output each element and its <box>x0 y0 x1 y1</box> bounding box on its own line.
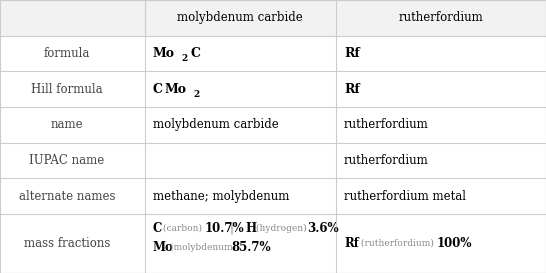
Text: C: C <box>153 83 163 96</box>
Text: 10.7%: 10.7% <box>204 222 244 235</box>
Text: formula: formula <box>44 47 90 60</box>
Text: H: H <box>246 222 257 235</box>
Text: molybdenum carbide: molybdenum carbide <box>177 11 303 24</box>
Text: methane; molybdenum: methane; molybdenum <box>153 190 289 203</box>
Text: 85.7%: 85.7% <box>231 241 271 254</box>
Text: Hill formula: Hill formula <box>31 83 103 96</box>
Text: (hydrogen): (hydrogen) <box>253 224 309 233</box>
Text: (rutherfordium): (rutherfordium) <box>358 239 437 248</box>
Text: 100%: 100% <box>437 237 472 250</box>
Text: (molybdenum): (molybdenum) <box>167 243 239 252</box>
Text: rutherfordium: rutherfordium <box>399 11 483 24</box>
Text: mass fractions: mass fractions <box>23 237 110 250</box>
Text: name: name <box>51 118 83 131</box>
Text: molybdenum carbide: molybdenum carbide <box>153 118 278 131</box>
Text: rutherfordium: rutherfordium <box>344 154 429 167</box>
Text: rutherfordium: rutherfordium <box>344 118 429 131</box>
Text: C: C <box>190 47 200 60</box>
Text: Mo: Mo <box>153 47 175 60</box>
Text: C: C <box>153 222 162 235</box>
Text: 2: 2 <box>181 54 187 63</box>
Text: Rf: Rf <box>344 47 360 60</box>
Text: IUPAC name: IUPAC name <box>29 154 104 167</box>
Text: Mo: Mo <box>165 83 187 96</box>
Text: Rf: Rf <box>344 83 360 96</box>
Text: 3.6%: 3.6% <box>307 222 339 235</box>
Text: Rf: Rf <box>344 237 359 250</box>
Text: Mo: Mo <box>153 241 174 254</box>
Text: alternate names: alternate names <box>19 190 115 203</box>
Text: |: | <box>229 222 233 235</box>
Text: (carbon): (carbon) <box>160 224 205 233</box>
Text: rutherfordium metal: rutherfordium metal <box>344 190 466 203</box>
Text: 2: 2 <box>193 90 199 99</box>
